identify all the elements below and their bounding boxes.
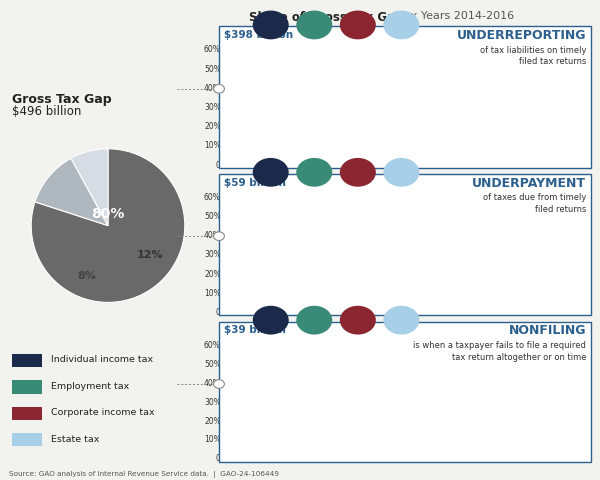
- Text: $82: $82: [283, 145, 302, 155]
- Wedge shape: [31, 149, 185, 302]
- Text: $5: $5: [287, 299, 298, 308]
- Text: No estimate
available: No estimate available: [317, 408, 355, 418]
- Bar: [237, 445, 261, 458]
- Text: Corporate income tax: Corporate income tax: [51, 408, 155, 417]
- Bar: [368, 311, 392, 312]
- Bar: [281, 310, 304, 312]
- Text: $37: $37: [328, 153, 345, 161]
- Wedge shape: [71, 149, 108, 226]
- Text: Individual income tax: Individual income tax: [51, 356, 153, 364]
- Bar: [324, 150, 348, 164]
- Text: Gross Tax Gap: Gross Tax Gap: [12, 93, 112, 106]
- Text: Estate tax: Estate tax: [51, 435, 100, 444]
- Text: $47: $47: [239, 299, 259, 308]
- Text: Tax Years 2014-2016: Tax Years 2014-2016: [399, 11, 514, 21]
- Text: $4: $4: [331, 300, 341, 309]
- Text: $<.05: $<.05: [367, 447, 392, 456]
- Text: $7: $7: [287, 445, 298, 454]
- Wedge shape: [35, 158, 108, 226]
- Text: $398 billion: $398 billion: [224, 30, 293, 40]
- Text: $496 billion: $496 billion: [12, 105, 82, 118]
- Text: Share of Gross Tax Gap: Share of Gross Tax Gap: [249, 11, 404, 24]
- Text: UNDERPAYMENT: UNDERPAYMENT: [472, 177, 586, 190]
- Text: UNDERREPORTING: UNDERREPORTING: [457, 29, 586, 42]
- Text: $278: $278: [236, 111, 262, 120]
- Text: $59 billion: $59 billion: [224, 178, 286, 188]
- Text: $3: $3: [374, 300, 385, 309]
- Text: $1: $1: [374, 153, 385, 162]
- Bar: [237, 57, 261, 164]
- Text: of tax liabilities on timely
filed tax returns: of tax liabilities on timely filed tax r…: [480, 46, 586, 66]
- Text: $32: $32: [240, 447, 258, 456]
- Bar: [281, 455, 304, 458]
- Text: Source: GAO analysis of Internal Revenue Service data.  |  GAO-24-106449: Source: GAO analysis of Internal Revenue…: [9, 470, 279, 478]
- Text: is when a taxpayer fails to file a required
tax return altogether or on time: is when a taxpayer fails to file a requi…: [413, 341, 586, 361]
- Text: NONFILING: NONFILING: [509, 324, 586, 337]
- Text: $39 billion: $39 billion: [224, 325, 286, 336]
- Text: 80%: 80%: [91, 207, 125, 221]
- Text: 8%: 8%: [77, 271, 96, 280]
- Bar: [281, 132, 304, 164]
- Text: Employment tax: Employment tax: [51, 382, 129, 391]
- Text: of taxes due from timely
filed returns: of taxes due from timely filed returns: [483, 193, 586, 214]
- Text: 12%: 12%: [137, 250, 164, 260]
- Bar: [237, 293, 261, 312]
- Text: |: |: [390, 11, 401, 24]
- Bar: [324, 310, 348, 312]
